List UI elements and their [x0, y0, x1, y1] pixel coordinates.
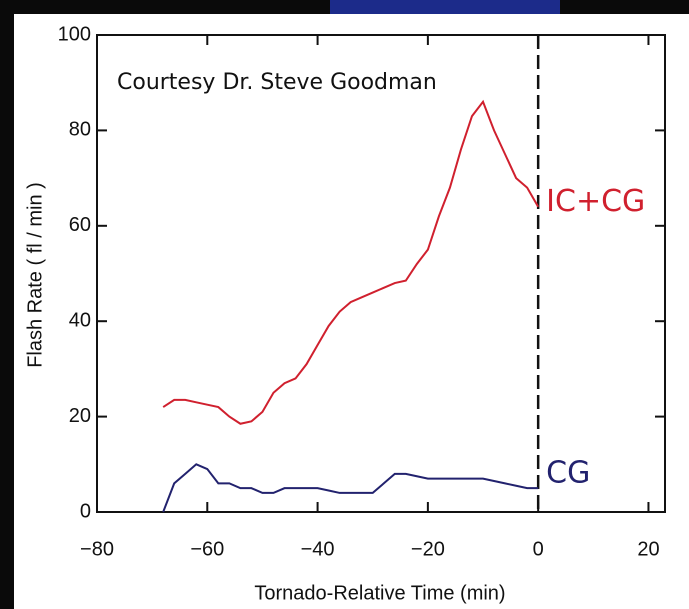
x-tick-label: −20: [411, 538, 445, 560]
y-axis-label: Flash Rate ( fl / min ): [24, 182, 46, 368]
series-label: CG: [546, 456, 590, 491]
x-tick-label: 0: [533, 538, 544, 560]
y-tick-label: 80: [69, 119, 91, 141]
x-tick-label: 20: [637, 538, 659, 560]
series-line: [162, 463, 539, 513]
series-line: [162, 99, 540, 425]
y-tick-label: 0: [80, 500, 91, 522]
y-tick-label: 20: [69, 405, 91, 427]
series-label: IC+CG: [546, 184, 645, 219]
x-tick-label: −60: [190, 538, 224, 560]
x-axis-label: Tornado-Relative Time (min): [254, 582, 505, 604]
x-tick-label: −80: [80, 538, 114, 560]
plot-frame: [96, 34, 666, 513]
y-tick-label: 40: [69, 309, 91, 331]
annotation: Courtesy Dr. Steve Goodman: [117, 70, 437, 95]
x-tick-label: −40: [301, 538, 335, 560]
y-tick-label: 100: [58, 23, 91, 45]
backdrop-strip: [330, 0, 560, 14]
y-tick-label: 60: [69, 214, 91, 236]
chart-background: [14, 14, 689, 609]
